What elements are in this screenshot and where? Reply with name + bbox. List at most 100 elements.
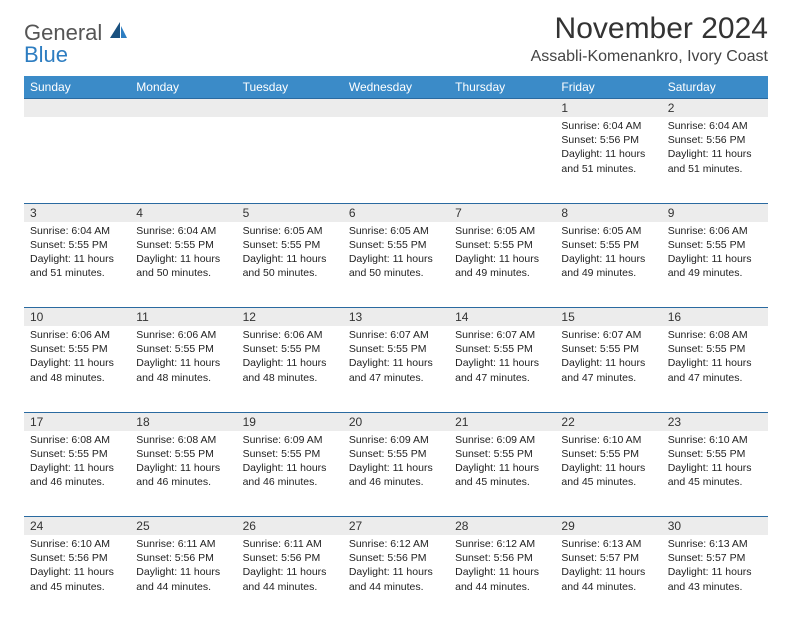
calendar-data-cell: Sunrise: 6:12 AMSunset: 5:56 PMDaylight:… [449, 535, 555, 621]
calendar-daynum-cell: 24 [24, 517, 130, 536]
day-data: Sunrise: 6:05 AMSunset: 5:55 PMDaylight:… [343, 222, 449, 283]
calendar-data-cell: Sunrise: 6:13 AMSunset: 5:57 PMDaylight:… [662, 535, 768, 621]
daylight-text: Daylight: 11 hours [561, 356, 655, 370]
daylight-text: and 45 minutes. [668, 475, 762, 489]
weekday-header: Tuesday [237, 76, 343, 99]
calendar-daynum-cell: 1 [555, 99, 661, 118]
day-data: Sunrise: 6:09 AMSunset: 5:55 PMDaylight:… [343, 431, 449, 492]
day-number: 6 [343, 204, 449, 222]
calendar-data-cell [449, 117, 555, 203]
day-data: Sunrise: 6:06 AMSunset: 5:55 PMDaylight:… [662, 222, 768, 283]
day-data: Sunrise: 6:04 AMSunset: 5:56 PMDaylight:… [555, 117, 661, 178]
sunset-text: Sunset: 5:56 PM [349, 551, 443, 565]
daylight-text: and 44 minutes. [243, 580, 337, 594]
daylight-text: Daylight: 11 hours [561, 252, 655, 266]
day-number: 9 [662, 204, 768, 222]
day-data: Sunrise: 6:05 AMSunset: 5:55 PMDaylight:… [449, 222, 555, 283]
daylight-text: and 49 minutes. [561, 266, 655, 280]
day-data: Sunrise: 6:08 AMSunset: 5:55 PMDaylight:… [662, 326, 768, 387]
sunset-text: Sunset: 5:55 PM [561, 342, 655, 356]
calendar-daynum-cell [343, 99, 449, 118]
daylight-text: and 51 minutes. [668, 162, 762, 176]
calendar-daynum-cell: 28 [449, 517, 555, 536]
week-number-row: 24252627282930 [24, 517, 768, 536]
calendar-data-cell: Sunrise: 6:07 AMSunset: 5:55 PMDaylight:… [343, 326, 449, 412]
daylight-text: Daylight: 11 hours [349, 461, 443, 475]
daylight-text: Daylight: 11 hours [561, 461, 655, 475]
calendar-data-cell: Sunrise: 6:08 AMSunset: 5:55 PMDaylight:… [130, 431, 236, 517]
sunrise-text: Sunrise: 6:08 AM [136, 433, 230, 447]
day-data: Sunrise: 6:05 AMSunset: 5:55 PMDaylight:… [555, 222, 661, 283]
daylight-text: and 49 minutes. [455, 266, 549, 280]
day-number: 5 [237, 204, 343, 222]
week-data-row: Sunrise: 6:10 AMSunset: 5:56 PMDaylight:… [24, 535, 768, 621]
day-number: 29 [555, 517, 661, 535]
sunset-text: Sunset: 5:55 PM [136, 447, 230, 461]
day-data: Sunrise: 6:12 AMSunset: 5:56 PMDaylight:… [343, 535, 449, 596]
calendar-daynum-cell: 2 [662, 99, 768, 118]
daylight-text: Daylight: 11 hours [243, 356, 337, 370]
daylight-text: and 44 minutes. [455, 580, 549, 594]
daylight-text: Daylight: 11 hours [455, 461, 549, 475]
calendar-data-cell: Sunrise: 6:13 AMSunset: 5:57 PMDaylight:… [555, 535, 661, 621]
sunset-text: Sunset: 5:56 PM [30, 551, 124, 565]
calendar-daynum-cell [24, 99, 130, 118]
day-data: Sunrise: 6:07 AMSunset: 5:55 PMDaylight:… [343, 326, 449, 387]
day-data: Sunrise: 6:04 AMSunset: 5:55 PMDaylight:… [24, 222, 130, 283]
day-data: Sunrise: 6:05 AMSunset: 5:55 PMDaylight:… [237, 222, 343, 283]
day-data [237, 117, 343, 177]
calendar-daynum-cell: 14 [449, 308, 555, 327]
daylight-text: Daylight: 11 hours [668, 565, 762, 579]
daylight-text: and 45 minutes. [455, 475, 549, 489]
sunset-text: Sunset: 5:55 PM [136, 342, 230, 356]
daylight-text: and 48 minutes. [136, 371, 230, 385]
day-data [343, 117, 449, 177]
calendar-daynum-cell: 4 [130, 203, 236, 222]
daylight-text: Daylight: 11 hours [455, 252, 549, 266]
sunset-text: Sunset: 5:56 PM [136, 551, 230, 565]
daylight-text: and 45 minutes. [30, 580, 124, 594]
day-number: 3 [24, 204, 130, 222]
day-number [449, 99, 555, 117]
sunset-text: Sunset: 5:56 PM [243, 551, 337, 565]
day-data: Sunrise: 6:10 AMSunset: 5:55 PMDaylight:… [662, 431, 768, 492]
sunset-text: Sunset: 5:55 PM [561, 238, 655, 252]
weekday-header: Friday [555, 76, 661, 99]
sunrise-text: Sunrise: 6:08 AM [30, 433, 124, 447]
sunset-text: Sunset: 5:55 PM [455, 342, 549, 356]
calendar-daynum-cell: 7 [449, 203, 555, 222]
sunset-text: Sunset: 5:55 PM [243, 342, 337, 356]
calendar-daynum-cell: 16 [662, 308, 768, 327]
sunrise-text: Sunrise: 6:05 AM [349, 224, 443, 238]
sunrise-text: Sunrise: 6:07 AM [561, 328, 655, 342]
sunset-text: Sunset: 5:56 PM [668, 133, 762, 147]
day-number: 19 [237, 413, 343, 431]
calendar-daynum-cell: 27 [343, 517, 449, 536]
sunset-text: Sunset: 5:55 PM [349, 342, 443, 356]
calendar-daynum-cell: 11 [130, 308, 236, 327]
sunrise-text: Sunrise: 6:10 AM [30, 537, 124, 551]
daylight-text: and 47 minutes. [455, 371, 549, 385]
day-data: Sunrise: 6:09 AMSunset: 5:55 PMDaylight:… [237, 431, 343, 492]
day-number: 15 [555, 308, 661, 326]
calendar-data-cell: Sunrise: 6:06 AMSunset: 5:55 PMDaylight:… [24, 326, 130, 412]
daylight-text: Daylight: 11 hours [30, 356, 124, 370]
day-data: Sunrise: 6:08 AMSunset: 5:55 PMDaylight:… [130, 431, 236, 492]
calendar-data-cell [130, 117, 236, 203]
daylight-text: and 50 minutes. [136, 266, 230, 280]
daylight-text: Daylight: 11 hours [668, 356, 762, 370]
day-data: Sunrise: 6:10 AMSunset: 5:56 PMDaylight:… [24, 535, 130, 596]
sunrise-text: Sunrise: 6:06 AM [243, 328, 337, 342]
daylight-text: and 45 minutes. [561, 475, 655, 489]
calendar-data-cell [237, 117, 343, 203]
sunrise-text: Sunrise: 6:11 AM [136, 537, 230, 551]
day-data [449, 117, 555, 177]
calendar-data-cell: Sunrise: 6:05 AMSunset: 5:55 PMDaylight:… [555, 222, 661, 308]
day-number: 4 [130, 204, 236, 222]
day-number: 21 [449, 413, 555, 431]
sunrise-text: Sunrise: 6:13 AM [561, 537, 655, 551]
calendar-data-cell: Sunrise: 6:07 AMSunset: 5:55 PMDaylight:… [449, 326, 555, 412]
daylight-text: Daylight: 11 hours [136, 252, 230, 266]
calendar-data-cell: Sunrise: 6:11 AMSunset: 5:56 PMDaylight:… [130, 535, 236, 621]
daylight-text: and 48 minutes. [243, 371, 337, 385]
